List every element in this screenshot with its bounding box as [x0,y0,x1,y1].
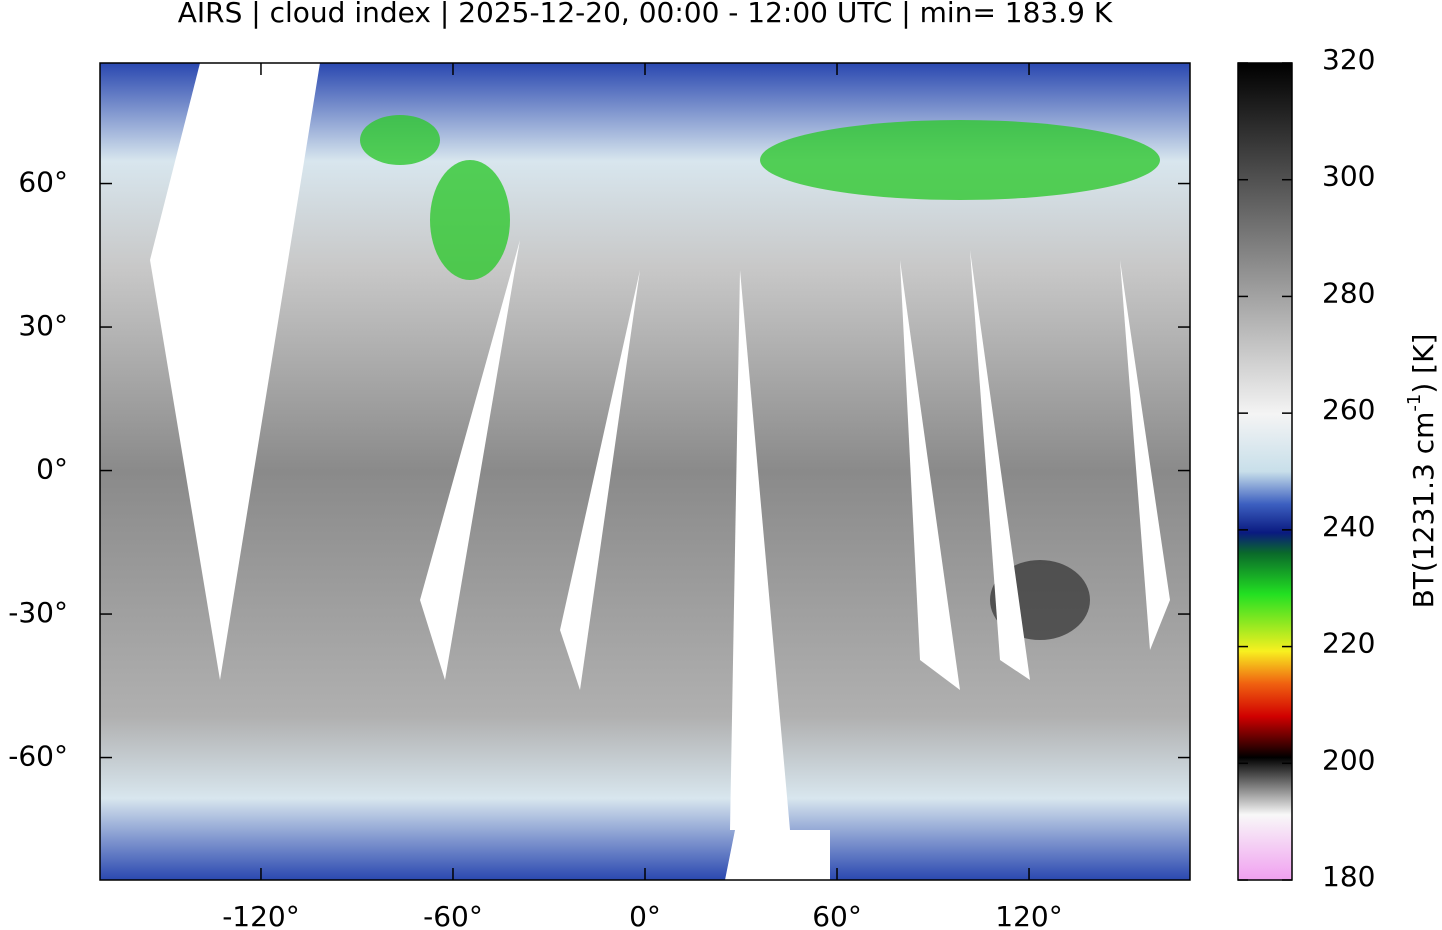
colorbar-tick-label: 320 [1322,43,1375,76]
x-tick-label: -60° [423,900,483,930]
y-tick-label: -30° [8,596,68,629]
y-tick-label: -60° [8,740,68,773]
y-tick-label: 0° [36,453,68,486]
colorbar-tick-label: 200 [1322,743,1375,776]
colorbar [1237,62,1293,881]
x-tick-label: 60° [812,900,862,930]
colorbar-tick-label: 300 [1322,160,1375,193]
colorbar-tick-label: 220 [1322,627,1375,660]
x-tick-label: 120° [995,900,1062,930]
chart-title: AIRS | cloud index | 2025-12-20, 00:00 -… [178,0,1113,29]
colorbar-tick-label: 280 [1322,276,1375,309]
colorbar-label-superscript: -1 [1404,394,1425,412]
y-tick-label: 60° [18,166,68,199]
x-tick-label: -120° [222,900,300,930]
y-tick-label: 30° [18,309,68,342]
colorbar-tick-label: 180 [1322,860,1375,893]
colorbar-label: BT(1231.3 cm-1) [K] [1404,334,1440,609]
colorbar-tick-label: 260 [1322,393,1375,426]
x-tick-label: 0° [629,900,661,930]
colorbar-tick-label: 240 [1322,510,1375,543]
map-image [100,63,1190,880]
colorbar-label-suffix: ) [K] [1407,334,1440,394]
colorbar-label-text: BT(1231.3 cm [1407,412,1440,609]
